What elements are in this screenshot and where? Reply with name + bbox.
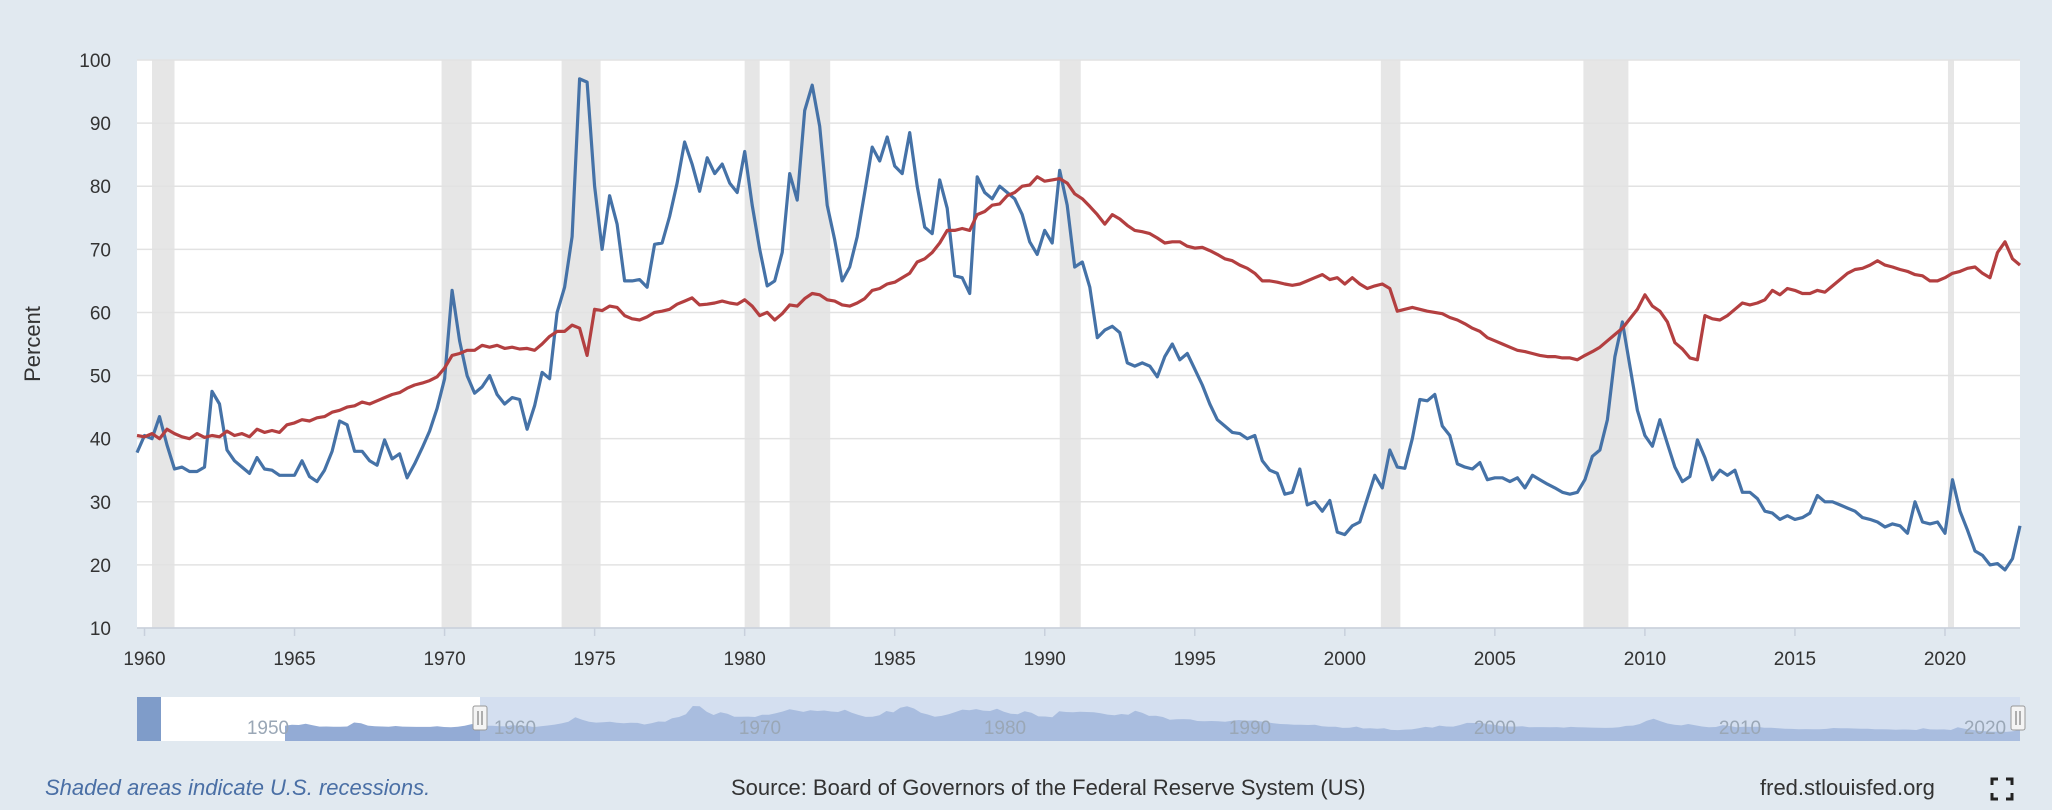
x-tick-label: 1980 (724, 649, 766, 670)
recession-band (152, 60, 175, 628)
navigator-ticks: 1950 1960 1970 1980 1990 2000 2010 2020 (247, 718, 2006, 739)
y-tick-label: 70 (90, 240, 111, 261)
y-tick-label: 90 (90, 114, 111, 135)
x-tick-label: 1960 (123, 649, 165, 670)
recession-note: Shaded areas indicate U.S. recessions. (45, 775, 431, 800)
y-tick-label: 20 (90, 556, 111, 577)
y-tick-label: 30 (90, 493, 111, 514)
x-tick-label: 2010 (1624, 649, 1666, 670)
navigator-tick-label: 1950 (247, 718, 289, 739)
navigator-tick-label: 1970 (739, 718, 781, 739)
fullscreen-icon[interactable] (1990, 777, 2014, 801)
x-tick-label: 2005 (1474, 649, 1516, 670)
y-axis-label: Percent (20, 306, 45, 382)
recession-band (744, 60, 760, 628)
y-tick-label: 10 (90, 619, 111, 640)
gridlines (137, 59, 2020, 629)
site-link[interactable]: fred.stlouisfed.org (1760, 775, 1935, 800)
recession-band (789, 60, 831, 628)
x-tick-label: 1985 (874, 649, 916, 670)
x-tick-label: 1975 (573, 649, 615, 670)
y-tick-label: 60 (90, 303, 111, 324)
y-tick-label: 80 (90, 177, 111, 198)
series-lines[interactable] (135, 77, 2022, 572)
recession-band (1059, 60, 1081, 628)
navigator-tick-label: 2000 (1474, 718, 1516, 739)
navigator-selection[interactable] (480, 697, 2020, 741)
x-tick-label: 1990 (1024, 649, 1066, 670)
x-tick-label: 1995 (1174, 649, 1216, 670)
source-text: Source: Board of Governors of the Federa… (731, 775, 1366, 800)
x-tick-label: 2000 (1324, 649, 1366, 670)
x-tick-label: 2015 (1774, 649, 1816, 670)
series-red-line[interactable] (136, 175, 2022, 441)
navigator-left-stub (137, 697, 161, 741)
recession-band (561, 60, 601, 628)
navigator-handle-right[interactable] (2010, 705, 2026, 731)
navigator-tick-label: 1980 (984, 718, 1026, 739)
range-navigator[interactable]: 1950 1960 1970 1980 1990 2000 2010 2020 (137, 697, 2026, 741)
navigator-tick-label: 1990 (1229, 718, 1271, 739)
navigator-tick-label: 2020 (1964, 718, 2006, 739)
navigator-handle-left[interactable] (472, 705, 488, 731)
navigator-tick-label: 2010 (1719, 718, 1761, 739)
x-axis: 1960 1965 1970 1975 1980 1985 1990 1995 2000 2005… (123, 628, 1966, 670)
recession-band (1947, 60, 1954, 628)
y-axis: 10 20 30 40 50 60 70 80 90 100 (79, 51, 111, 640)
y-tick-label: 100 (79, 51, 111, 72)
recession-band (1380, 60, 1401, 628)
y-tick-label: 50 (90, 367, 111, 388)
series-blue-line[interactable] (135, 77, 2022, 572)
navigator-tick-label: 1960 (494, 718, 536, 739)
x-tick-label: 1970 (423, 649, 465, 670)
x-tick-label: 2020 (1924, 649, 1966, 670)
x-tick-label: 1965 (273, 649, 315, 670)
y-tick-label: 40 (90, 430, 111, 451)
